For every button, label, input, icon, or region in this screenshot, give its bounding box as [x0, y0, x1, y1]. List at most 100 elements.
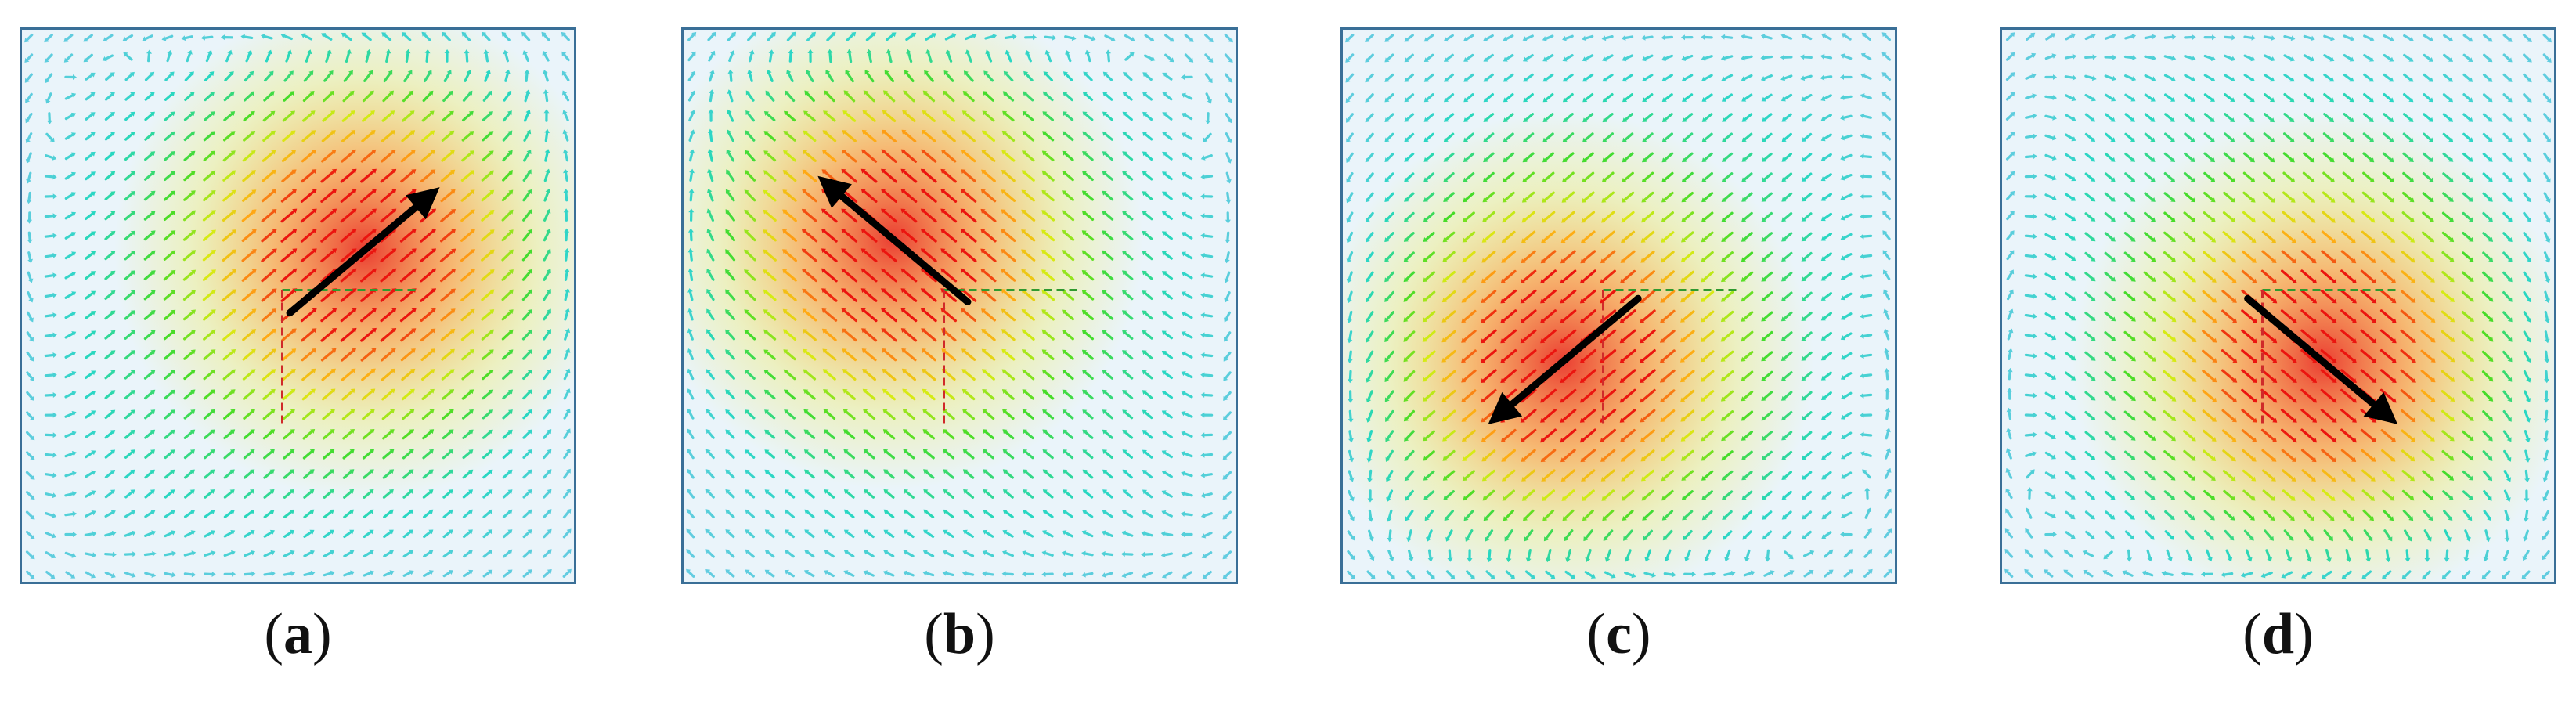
- field-vector: [422, 92, 432, 103]
- field-vector-head: [1801, 33, 1806, 39]
- field-vector: [1366, 92, 1374, 101]
- field-vector-head: [1860, 233, 1864, 240]
- field-vector-head: [782, 308, 788, 314]
- field-vector: [565, 191, 568, 202]
- field-vector: [1723, 390, 1734, 400]
- field-vector-head: [468, 569, 474, 575]
- field-vector: [786, 550, 795, 558]
- field-vector: [481, 330, 492, 341]
- field-vector: [383, 571, 392, 577]
- field-vector: [543, 570, 550, 578]
- field-vector-head: [1222, 474, 1228, 480]
- field-vector-head: [1082, 510, 1088, 515]
- field-vector: [441, 132, 453, 142]
- field-vector-head: [1540, 258, 1546, 264]
- field-vector-head: [1802, 495, 1807, 500]
- field-vector-head: [1482, 218, 1488, 222]
- field-vector-head: [1881, 32, 1887, 38]
- field-vector: [2044, 174, 2055, 179]
- field-vector-head: [370, 388, 376, 394]
- field-vector-head: [1122, 469, 1127, 474]
- field-vector: [1004, 112, 1015, 122]
- field-vector: [463, 550, 471, 558]
- field-vector: [1544, 113, 1554, 121]
- field-vector-head: [1542, 197, 1547, 203]
- field-vector: [1683, 113, 1694, 121]
- field-vector-head: [1523, 56, 1528, 62]
- field-vector: [707, 33, 715, 41]
- field-vector: [1762, 55, 1773, 60]
- field-vector-head: [842, 388, 848, 394]
- field-vector: [1005, 490, 1014, 499]
- field-vector-head: [349, 529, 355, 535]
- field-vector-head: [1424, 516, 1430, 521]
- field-vector-head: [940, 248, 946, 254]
- field-vector-head: [883, 449, 889, 454]
- field-vector-head: [170, 510, 175, 515]
- field-vector-head: [1562, 35, 1567, 41]
- field-vector: [1703, 74, 1713, 81]
- field-vector-head: [1161, 490, 1167, 496]
- field-vector: [443, 71, 451, 82]
- field-vector-head: [430, 130, 435, 135]
- field-vector-head: [1366, 277, 1370, 283]
- field-vector: [522, 550, 531, 558]
- field-vector: [1424, 390, 1436, 401]
- field-vector-head: [489, 249, 495, 254]
- field-vector: [1641, 309, 1656, 323]
- field-vector-head: [1041, 210, 1047, 215]
- field-vector-head: [449, 429, 454, 435]
- field-vector-head: [1560, 338, 1565, 344]
- field-vector-head: [1386, 517, 1392, 522]
- field-vector: [522, 471, 531, 479]
- field-vector-head: [706, 248, 712, 254]
- field-vector-head: [290, 369, 296, 373]
- field-vector-head: [1510, 575, 1516, 579]
- field-vector: [402, 510, 412, 519]
- field-vector: [764, 191, 777, 202]
- field-vector-head: [1600, 476, 1606, 482]
- field-vector-head: [1022, 429, 1027, 435]
- field-vector-head: [784, 569, 789, 575]
- field-vector: [745, 191, 756, 202]
- field-vector: [1762, 232, 1773, 241]
- field-vector-head: [25, 158, 31, 164]
- field-vector: [823, 229, 838, 243]
- field-vector: [1661, 369, 1676, 381]
- field-vector-head: [1640, 258, 1646, 263]
- field-vector: [1224, 550, 1232, 558]
- field-vector: [863, 349, 877, 362]
- field-vector-head: [1461, 377, 1467, 383]
- field-vector-head: [326, 49, 332, 54]
- field-vector-head: [1423, 137, 1429, 142]
- field-vector-head: [332, 189, 337, 194]
- field-vector-head: [1481, 358, 1485, 363]
- field-vector-head: [983, 70, 989, 76]
- field-vector-head: [687, 449, 692, 454]
- field-vector: [1023, 270, 1036, 282]
- field-vector-head: [1860, 52, 1866, 58]
- field-vector-head: [1462, 437, 1467, 442]
- field-vector: [864, 410, 876, 420]
- field-vector: [124, 53, 133, 61]
- field-vector-head: [1404, 77, 1409, 82]
- field-vector-head: [428, 489, 434, 494]
- field-vector: [1842, 451, 1853, 459]
- field-vector-head: [942, 570, 947, 576]
- field-vector-head: [2071, 375, 2076, 381]
- field-vector: [1006, 52, 1012, 63]
- field-vector: [1842, 312, 1853, 319]
- field-vector-head: [289, 70, 294, 76]
- field-vector-head: [1461, 417, 1467, 422]
- field-vector-head: [2051, 53, 2057, 59]
- field-vector: [163, 211, 174, 221]
- field-vector-head: [1082, 469, 1088, 474]
- field-vector: [1023, 310, 1035, 321]
- field-vector-head: [725, 349, 731, 355]
- field-vector-head: [1642, 137, 1647, 142]
- field-vector-head: [170, 489, 175, 495]
- field-vector: [422, 450, 432, 460]
- field-vector-head: [130, 330, 135, 335]
- field-vector-head: [2091, 217, 2096, 222]
- field-vector: [1663, 132, 1673, 141]
